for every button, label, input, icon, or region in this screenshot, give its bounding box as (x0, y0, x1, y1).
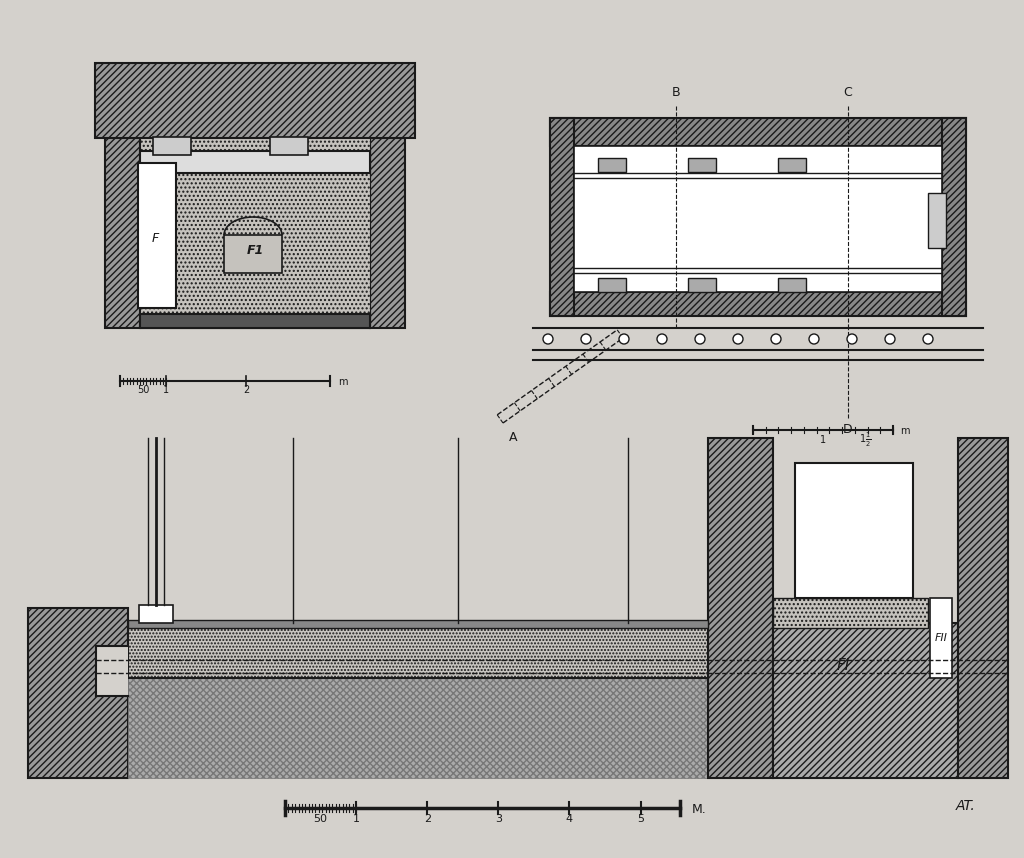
Bar (28, 608, 128, 778)
Bar (224, 235, 282, 273)
Bar (140, 138, 370, 328)
Bar (139, 605, 173, 623)
Circle shape (657, 334, 667, 344)
Text: D: D (843, 423, 853, 436)
Bar (778, 158, 806, 172)
Circle shape (695, 334, 705, 344)
Bar (773, 598, 928, 628)
Bar (105, 83, 140, 328)
Bar (128, 623, 708, 678)
Bar (95, 63, 415, 138)
Bar (574, 146, 942, 292)
Circle shape (618, 334, 629, 344)
Circle shape (923, 334, 933, 344)
Bar (138, 163, 176, 308)
Text: A: A (509, 431, 517, 444)
Bar (153, 137, 191, 155)
Bar (598, 278, 626, 292)
Circle shape (847, 334, 857, 344)
Text: 2: 2 (243, 385, 249, 395)
Bar (708, 438, 773, 778)
Text: B: B (672, 86, 680, 99)
Text: 1: 1 (352, 814, 359, 824)
Bar (140, 314, 370, 328)
Bar (370, 83, 406, 328)
Bar (598, 158, 626, 172)
Text: C: C (844, 86, 852, 99)
Text: 1: 1 (820, 435, 826, 445)
Bar (928, 193, 946, 248)
Text: 2: 2 (424, 814, 431, 824)
Bar (958, 438, 1008, 778)
Bar (270, 137, 308, 155)
Bar (140, 151, 370, 173)
Text: 50: 50 (313, 814, 328, 824)
Bar (550, 118, 574, 316)
Bar (128, 678, 708, 778)
Bar (128, 620, 708, 628)
Circle shape (543, 334, 553, 344)
Text: 3: 3 (495, 814, 502, 824)
Circle shape (809, 334, 819, 344)
Text: m: m (900, 426, 909, 436)
Bar (773, 623, 958, 778)
Text: 50: 50 (137, 385, 150, 395)
Bar (778, 278, 806, 292)
Circle shape (733, 334, 743, 344)
Circle shape (771, 334, 781, 344)
Text: 5: 5 (637, 814, 644, 824)
Text: FII: FII (935, 633, 947, 643)
Text: 1$\frac{1}{2}$: 1$\frac{1}{2}$ (859, 431, 871, 449)
Bar (550, 118, 966, 146)
Bar (688, 278, 716, 292)
Circle shape (581, 334, 591, 344)
Bar (795, 463, 913, 598)
Text: F1: F1 (247, 245, 263, 257)
Bar (942, 118, 966, 316)
Text: m: m (338, 377, 347, 387)
Text: F: F (152, 232, 159, 245)
Bar (688, 158, 716, 172)
Bar (550, 292, 966, 316)
Bar (930, 598, 952, 678)
Circle shape (885, 334, 895, 344)
Text: 1: 1 (163, 385, 169, 395)
Text: 4: 4 (566, 814, 573, 824)
Text: AT.: AT. (955, 799, 975, 813)
Text: M.: M. (692, 803, 707, 816)
Bar (96, 646, 128, 696)
Text: FI: FI (837, 658, 850, 674)
